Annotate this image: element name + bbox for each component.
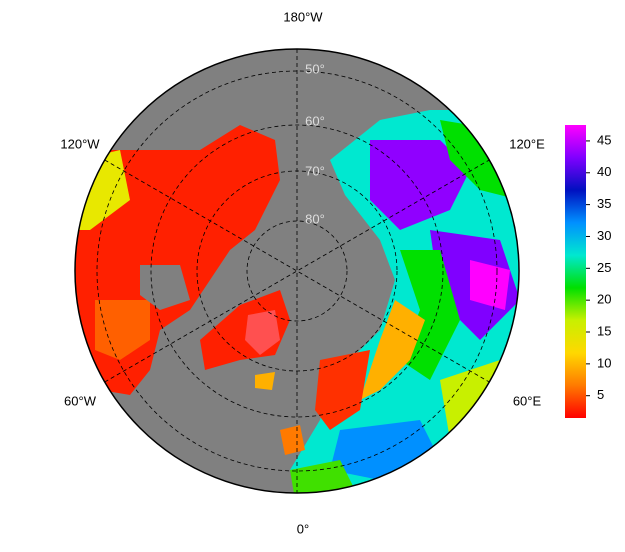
longitude-label: 180°W: [283, 9, 323, 24]
colorbar-tick-label: 30: [597, 228, 611, 243]
meridian: [104, 159, 490, 383]
longitude-label: 60°E: [513, 393, 542, 408]
longitude-label: 120°W: [60, 136, 100, 151]
latitude-circle: [150, 124, 444, 418]
meridian: [104, 159, 490, 383]
longitude-label: 0°: [297, 521, 309, 536]
colorbar-tick-label: 40: [597, 164, 611, 179]
latitude-label: 80°: [305, 211, 325, 226]
latitude-label: 70°: [305, 163, 325, 178]
colorbar-tick-label: 10: [597, 355, 611, 370]
colorbar-tick-label: 20: [597, 292, 611, 307]
longitude-label: 60°W: [64, 393, 97, 408]
latitude-circle: [246, 220, 348, 322]
longitude-label: 120°E: [509, 136, 545, 151]
graticule: [96, 49, 498, 493]
map-border: [74, 48, 520, 494]
colorbar-tick-label: 25: [597, 260, 611, 275]
latitude-label: 60°: [305, 113, 325, 128]
latitude-label: 50°: [305, 61, 325, 76]
colorbar-tick-label: 45: [597, 132, 611, 147]
colorbar-tick-label: 35: [597, 196, 611, 211]
colorbar-tick-label: 5: [597, 387, 604, 402]
colorbar-tick-label: 15: [597, 323, 611, 338]
latitude-circle: [96, 70, 498, 472]
colorbar: [565, 125, 586, 418]
